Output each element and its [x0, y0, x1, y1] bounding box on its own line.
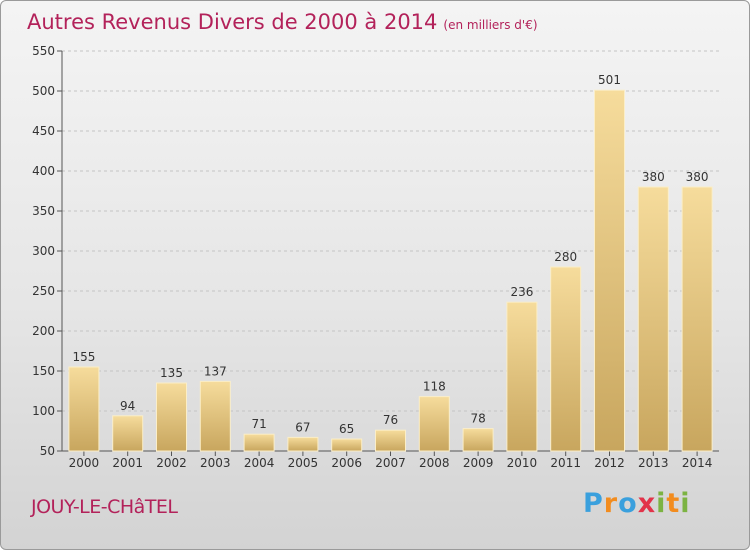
- bar: [68, 366, 100, 452]
- labels: 50 100 150 200 250 300 350 400 450 500 550 155 2000 9…: [32, 44, 712, 470]
- bar-value-label: 380: [686, 170, 709, 184]
- x-tick-label: 2009: [463, 456, 494, 470]
- y-tick-label: 500: [32, 84, 55, 98]
- x-tick-label: 2002: [156, 456, 187, 470]
- x-tick-label: 2003: [200, 456, 231, 470]
- x-tick-label: 2013: [638, 456, 669, 470]
- chart-unit-note: (en milliers d'€): [443, 18, 538, 32]
- bar: [199, 380, 231, 452]
- x-tick-label: 2001: [112, 456, 143, 470]
- y-tick-label: 100: [32, 404, 55, 418]
- x-tick-label: 2012: [594, 456, 625, 470]
- bar: [506, 301, 538, 452]
- y-tick-label: 150: [32, 364, 55, 378]
- y-tick-label: 400: [32, 164, 55, 178]
- bar: [637, 186, 669, 452]
- bar: [156, 382, 187, 452]
- bar: [331, 438, 363, 452]
- bar: [375, 429, 406, 452]
- bar-value-label: 380: [642, 170, 665, 184]
- y-tick-label: 350: [32, 204, 55, 218]
- y-tick-label: 450: [32, 124, 55, 138]
- bar: [287, 436, 319, 452]
- bar-value-label: 67: [295, 420, 310, 434]
- bar-value-label: 78: [470, 412, 485, 426]
- x-tick-label: 2006: [331, 456, 362, 470]
- chart-title-text: Autres Revenus Divers de 2000 à 2014: [27, 10, 438, 34]
- x-tick-label: 2005: [288, 456, 319, 470]
- bar-value-label: 236: [510, 285, 533, 299]
- y-tick-label: 550: [32, 44, 55, 58]
- y-tick-label: 50: [40, 444, 55, 458]
- bar: [594, 89, 625, 452]
- y-tick-label: 200: [32, 324, 55, 338]
- bar-value-label: 118: [423, 380, 446, 394]
- x-tick-label: 2000: [69, 456, 100, 470]
- bar-value-label: 76: [383, 413, 398, 427]
- logo-letter: P: [583, 488, 604, 519]
- bar: [243, 433, 275, 452]
- x-tick-label: 2014: [682, 456, 713, 470]
- bar-value-label: 65: [339, 422, 354, 436]
- x-tick-label: 2007: [375, 456, 406, 470]
- x-tick-label: 2008: [419, 456, 450, 470]
- logo-letter: t: [666, 488, 681, 519]
- bar-value-label: 155: [72, 350, 95, 364]
- bar-value-label: 135: [160, 366, 183, 380]
- logo-letter: i: [656, 488, 667, 519]
- bar-value-label: 501: [598, 73, 621, 87]
- x-tick-label: 2011: [550, 456, 581, 470]
- proxiti-logo: Proxiti: [583, 488, 691, 519]
- bar-value-label: 280: [554, 250, 577, 264]
- chart-title: Autres Revenus Divers de 2000 à 2014 (en …: [27, 10, 538, 34]
- logo-letter: i: [680, 488, 691, 519]
- bar: [550, 266, 582, 452]
- logo-letter: r: [603, 488, 619, 519]
- bars: [68, 89, 713, 452]
- bar-value-label: 94: [120, 399, 135, 413]
- y-tick-label: 300: [32, 244, 55, 258]
- y-tick-label: 250: [32, 284, 55, 298]
- x-tick-label: 2004: [244, 456, 275, 470]
- bar: [681, 186, 713, 452]
- logo-letter: x: [637, 488, 657, 519]
- location-name: JOUY-LE-CHâTEL: [31, 496, 178, 518]
- logo-letter: o: [618, 488, 638, 519]
- bar-value-label: 137: [204, 364, 227, 378]
- bar: [112, 415, 144, 452]
- bar: [462, 428, 494, 452]
- bar: [418, 396, 450, 452]
- x-tick-label: 2010: [507, 456, 538, 470]
- bar-value-label: 71: [251, 417, 266, 431]
